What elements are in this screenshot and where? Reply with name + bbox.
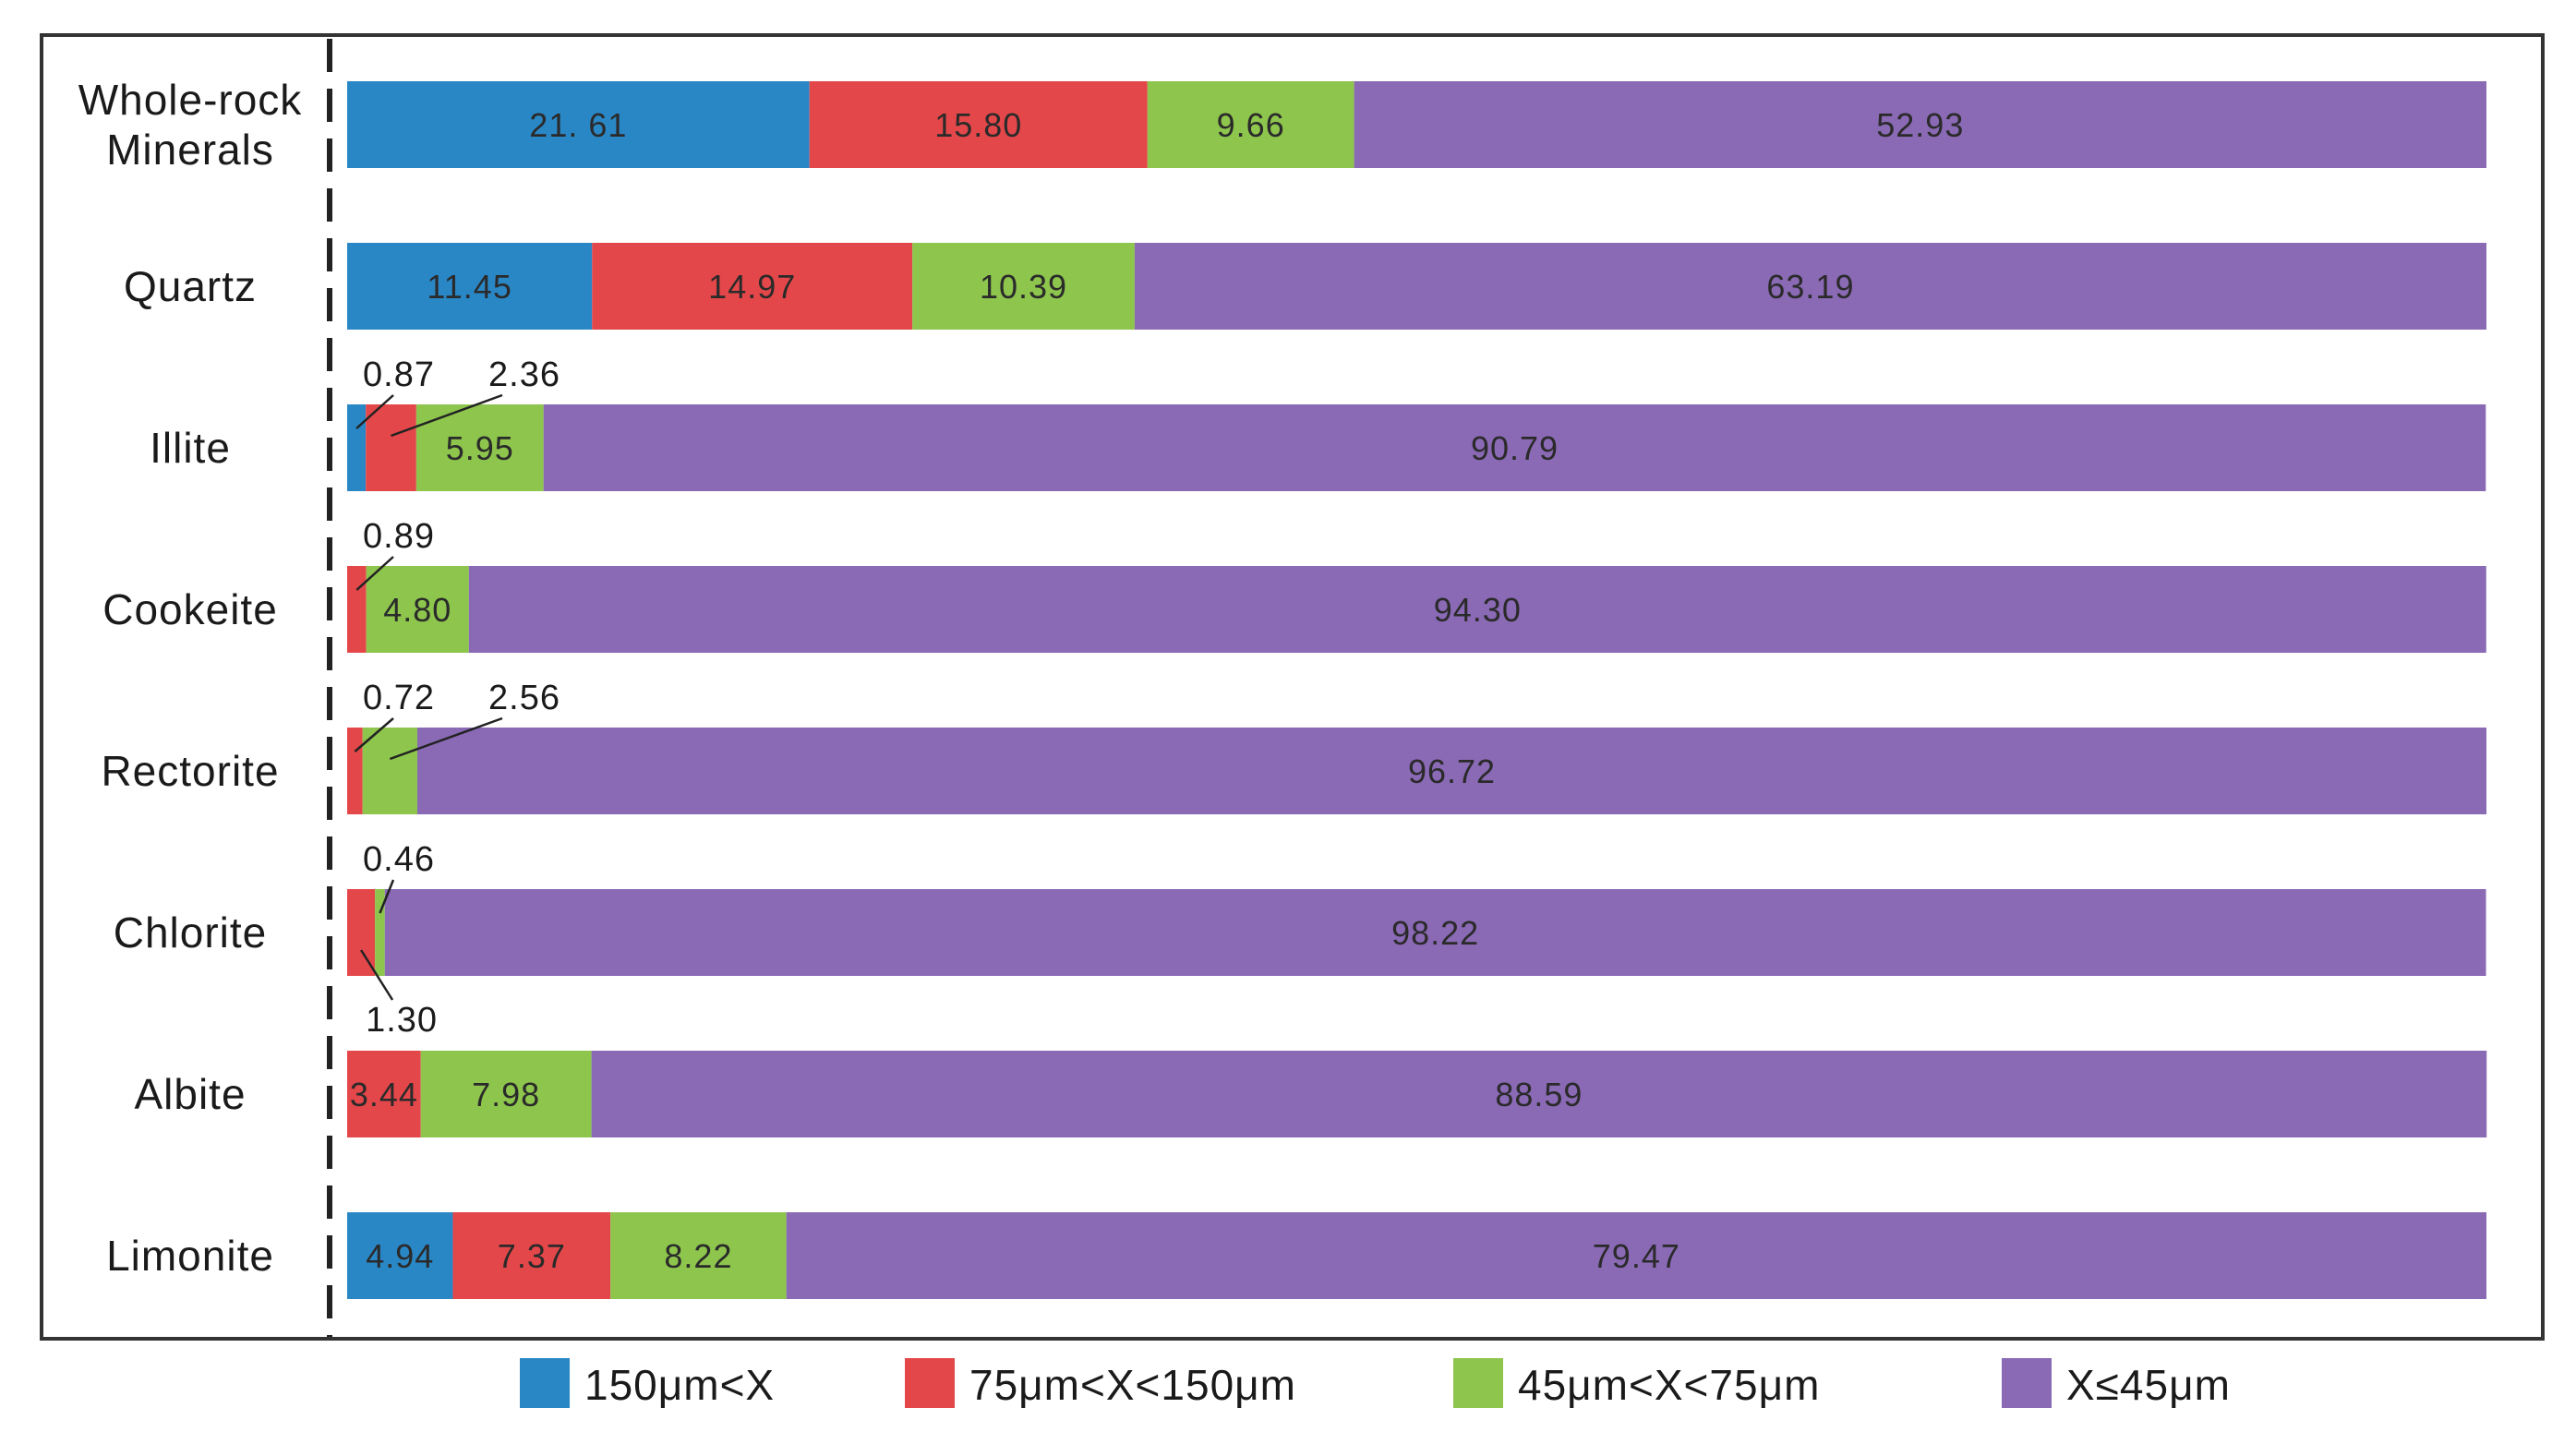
bar-segment [786,1212,2486,1299]
data-label: 94.30 [1434,591,1522,629]
legend-swatch [905,1358,955,1408]
category-label-line: Quartz [124,262,257,310]
data-label: 0.72 [363,679,435,717]
data-label: 7.98 [472,1076,540,1113]
data-label: 9.66 [1217,106,1285,144]
category-label: Limonite [106,1232,274,1280]
category-label-line: Albite [134,1070,246,1118]
bar-segment [420,1051,592,1137]
legend-label: X≤45μm [2066,1361,2231,1409]
data-label: 0.89 [363,517,435,556]
bar-segment [543,404,2486,491]
data-label: 2.36 [488,355,560,394]
category-label-line: Whole-rock [78,76,303,124]
leader-line [355,394,394,429]
plot-frame [40,33,2545,1341]
bar-segment [362,728,417,814]
legend-label: 45μm<X<75μm [1518,1361,1820,1409]
legend-label: 150μm<X [584,1361,775,1409]
bar-segment [809,81,1148,168]
data-label: 96.72 [1408,752,1496,790]
bar-segment [610,1212,787,1299]
data-label: 1.30 [366,1001,438,1040]
leader-line [389,716,503,761]
data-label: 98.22 [1391,914,1479,952]
category-label-line: Illite [150,424,231,472]
category-label: Chlorite [114,909,268,957]
bar-segment [468,566,2486,653]
category-label: Rectorite [101,747,279,795]
data-label: 0.46 [363,840,435,879]
data-label: 15.80 [934,106,1022,144]
legend-label: 75μm<X<150μm [969,1361,1296,1409]
category-label: Cookeite [102,585,278,633]
category-label-line: Cookeite [102,585,278,633]
data-label: 3.44 [350,1076,418,1113]
data-label: 7.37 [498,1237,566,1275]
category-label: Illite [150,424,231,472]
data-label: 0.87 [363,355,435,394]
category-label: Quartz [124,262,257,310]
data-label: 79.47 [1593,1237,1680,1275]
legend-swatch [2002,1358,2052,1408]
bar-segment [452,1212,611,1299]
data-label: 63.19 [1766,268,1854,306]
leader-line [391,393,503,438]
data-label: 52.93 [1876,106,1964,144]
category-label-line: Limonite [106,1232,274,1280]
bar-segment [384,889,2486,976]
data-label: 90.79 [1471,429,1559,467]
bar-segment [592,243,913,330]
bar-segment [366,566,469,653]
category-label-line: Chlorite [114,909,268,957]
leader-line [354,717,394,752]
data-label: 21. 61 [529,106,627,144]
category-label-line: Minerals [106,126,274,174]
bar-segment [416,728,2487,814]
bar-segment [591,1051,2487,1137]
category-label-line: Rectorite [101,747,279,795]
legend-swatch [520,1358,570,1408]
bar-segment [1354,81,2486,168]
category-label: Whole-rock Minerals [78,76,303,174]
bar-segment [1147,81,1354,168]
data-label: 10.39 [980,268,1067,306]
legend-swatch [1453,1358,1503,1408]
data-label: 4.80 [383,591,451,629]
bar-segment [347,728,363,814]
data-label: 11.45 [427,268,512,306]
data-label: 8.22 [664,1237,732,1275]
data-label: 14.97 [708,268,796,306]
bar-segment [1134,243,2486,330]
bar-segment [347,889,376,976]
data-label: 4.94 [366,1237,434,1275]
bar-segment [375,889,385,976]
bar-segment [366,404,416,491]
data-label: 2.56 [488,679,560,717]
leader-line [360,949,394,1001]
bar-segment [347,566,367,653]
leader-line [379,879,395,914]
bar-segment [912,243,1135,330]
leader-line [355,556,394,591]
data-label: 5.95 [446,429,514,467]
bar-segment [347,243,593,330]
bar-segment [347,404,367,491]
data-label: 88.59 [1495,1076,1583,1113]
bar-segment [347,1212,453,1299]
bar-segment [347,1051,421,1137]
bar-segment [347,81,810,168]
category-label: Albite [134,1070,246,1118]
